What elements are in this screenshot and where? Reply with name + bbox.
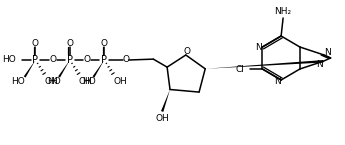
- Text: N: N: [255, 42, 262, 51]
- Text: OH: OH: [44, 77, 58, 87]
- Text: P: P: [101, 55, 107, 65]
- Text: NH₂: NH₂: [275, 8, 292, 17]
- Polygon shape: [161, 89, 170, 112]
- Text: O: O: [66, 39, 73, 48]
- Text: O: O: [122, 56, 129, 65]
- Text: N: N: [324, 48, 331, 57]
- Text: OH: OH: [113, 77, 127, 87]
- Text: HO: HO: [47, 77, 61, 87]
- Text: N: N: [274, 77, 280, 87]
- Text: Cl: Cl: [236, 65, 245, 74]
- Text: OH: OH: [79, 77, 92, 87]
- Polygon shape: [92, 60, 104, 78]
- Text: O: O: [32, 39, 39, 48]
- Text: N: N: [316, 60, 323, 69]
- Polygon shape: [58, 60, 70, 78]
- Text: O: O: [49, 55, 56, 64]
- Text: O: O: [183, 47, 190, 56]
- Polygon shape: [24, 60, 36, 78]
- Text: O: O: [101, 39, 108, 48]
- Text: O: O: [83, 55, 91, 64]
- Text: OH: OH: [155, 114, 169, 123]
- Text: P: P: [67, 55, 73, 65]
- Text: HO: HO: [82, 77, 96, 87]
- Text: HO: HO: [11, 77, 24, 87]
- Polygon shape: [205, 60, 323, 69]
- Text: P: P: [32, 55, 39, 65]
- Text: HO: HO: [2, 56, 16, 65]
